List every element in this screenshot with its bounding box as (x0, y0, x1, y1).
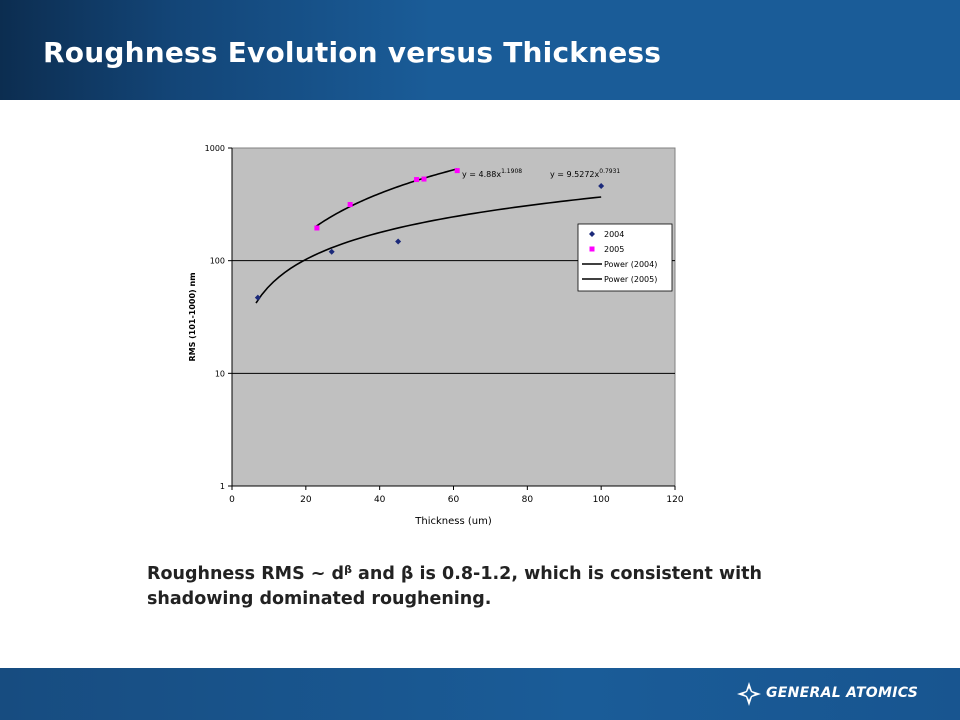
data-point-2005 (414, 177, 420, 183)
fit-curve-0 (255, 196, 602, 304)
fit-equation-exponent: 1.1908 (501, 168, 522, 175)
caption-beta-superscript: β (344, 563, 352, 576)
fit-curves (255, 168, 602, 304)
x-tick-label: 40 (374, 495, 386, 505)
legend: 2004 2005 Power (2004) Power (2005) (577, 223, 673, 292)
chart-container: 1 10 100 1000 0 20 40 60 80 100 120 y = 9.5272x0.7… (180, 130, 700, 530)
x-tick-label: 80 (522, 495, 534, 505)
y-tick-label: 1000 (205, 144, 225, 153)
data-point-2005 (314, 225, 320, 231)
fit-equation-labels: y = 9.5272x0.7931 y = 4.88x1.1908 (462, 168, 620, 179)
x-tick-label: 60 (448, 495, 460, 505)
caption-text: Roughness RMS ~ dβ and β is 0.8-1.2, whi… (147, 562, 867, 612)
fit-equation-exponent: 0.7931 (599, 168, 620, 175)
fit-equation-base: y = 4.88x (462, 170, 501, 179)
data-point-2004 (395, 238, 402, 245)
atom-star-icon (737, 682, 761, 706)
legend-label: 2005 (604, 245, 624, 254)
legend-label: Power (2004) (604, 260, 657, 269)
data-point-2004 (254, 294, 261, 301)
slide-title: Roughness Evolution versus Thickness (43, 36, 662, 69)
x-tick-label: 120 (666, 495, 683, 505)
fit-equation-1: y = 4.88x1.1908 (462, 168, 522, 179)
data-point-2004 (598, 182, 605, 189)
fit-curve-1 (314, 168, 458, 228)
y-axis-label: RMS (101-1000) nm (188, 272, 197, 361)
fit-equation-base: y = 9.5272x (550, 170, 600, 179)
data-point-2005 (454, 168, 460, 174)
axes: 1 10 100 1000 0 20 40 60 80 100 120 (205, 144, 684, 505)
legend-label: 2004 (604, 230, 624, 239)
title-bar: Roughness Evolution versus Thickness (0, 0, 960, 100)
caption-part-2: and β is 0.8-1.2, which is consistent wi… (147, 564, 762, 609)
legend-marker-2005 (589, 246, 595, 252)
data-point-2005 (347, 202, 353, 208)
x-tick-label: 0 (229, 495, 235, 505)
data-point-2004 (328, 248, 335, 255)
y-tick-label: 10 (215, 369, 225, 378)
legend-label: Power (2005) (604, 275, 657, 284)
y-tick-label: 100 (210, 257, 225, 266)
logo-text: GENERAL ATOMICS (766, 685, 919, 701)
y-tick-label: 1 (220, 482, 225, 491)
fit-equation-0: y = 9.5272x0.7931 (550, 168, 620, 179)
x-tick-label: 20 (300, 495, 312, 505)
data-point-2005 (421, 176, 427, 182)
plot-area (231, 147, 676, 487)
general-atomics-logo: GENERAL ATOMICS (736, 681, 936, 709)
caption-part-1: Roughness RMS ~ d (147, 564, 345, 584)
footer-bar: GENERAL ATOMICS (0, 668, 960, 720)
roughness-chart: 1 10 100 1000 0 20 40 60 80 100 120 y = 9.5272x0.7… (188, 144, 684, 527)
x-tick-label: 100 (593, 495, 610, 505)
data-points (254, 168, 605, 301)
x-axis-label: Thickness (um) (414, 516, 492, 527)
legend-marker-2004 (589, 231, 595, 237)
